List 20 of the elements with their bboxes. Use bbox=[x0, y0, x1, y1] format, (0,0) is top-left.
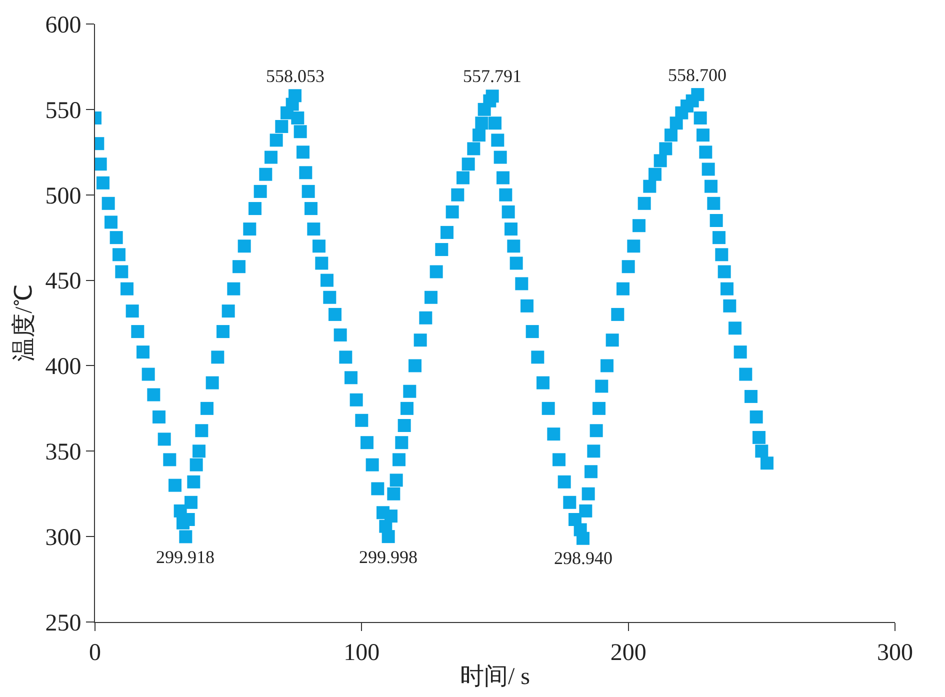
y-tick-label: 450 bbox=[45, 268, 82, 295]
x-tick-label: 100 bbox=[344, 640, 380, 666]
y-tick-label: 400 bbox=[45, 354, 82, 380]
y-tick-label: 250 bbox=[45, 610, 82, 636]
annotation: 558.700 bbox=[668, 65, 726, 85]
annotation: 299.918 bbox=[156, 547, 214, 567]
y-axis-title: 温度/℃ bbox=[10, 284, 38, 362]
annotation: 298.940 bbox=[554, 548, 612, 568]
y-tick-label: 300 bbox=[45, 524, 82, 551]
y-tick-label: 600 bbox=[45, 12, 82, 38]
annotation: 558.053 bbox=[266, 66, 324, 86]
x-axis-title: 时间/ s bbox=[460, 664, 530, 690]
y-tick-label: 500 bbox=[45, 183, 82, 210]
annotation: 299.998 bbox=[359, 547, 418, 567]
y-tick-label: 550 bbox=[45, 98, 82, 124]
x-tick-label: 300 bbox=[877, 640, 913, 666]
x-tick-label: 200 bbox=[610, 640, 646, 666]
annotation: 557.791 bbox=[463, 66, 522, 86]
y-tick-label: 350 bbox=[45, 440, 82, 466]
x-tick-label: 0 bbox=[89, 640, 101, 666]
